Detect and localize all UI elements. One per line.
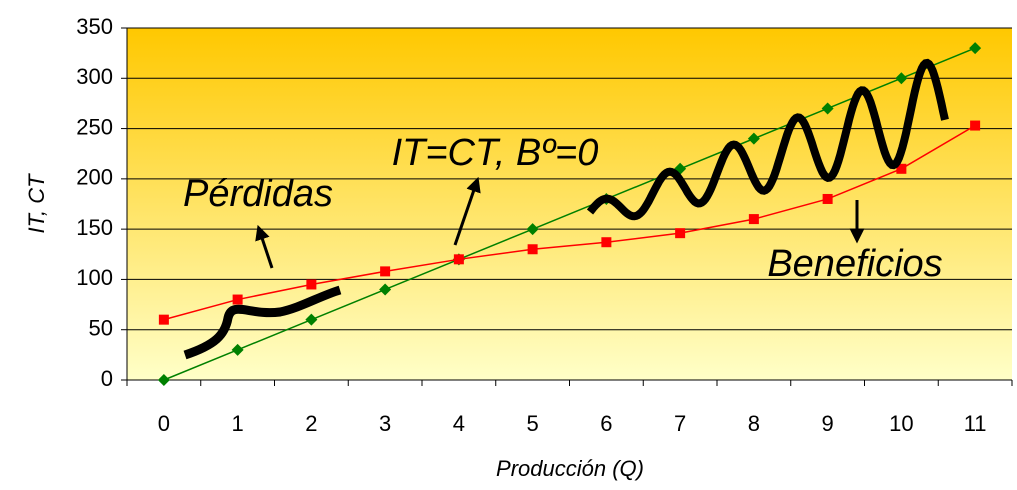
point: [306, 279, 316, 289]
x-axis-label: Producción (Q): [496, 456, 644, 481]
x-tick-label: 9: [822, 411, 834, 436]
x-tick-label: 8: [748, 411, 760, 436]
point: [823, 194, 833, 204]
y-tick-label: 150: [76, 215, 113, 240]
point: [601, 237, 611, 247]
x-tick-label: 1: [232, 411, 244, 436]
y-axis-label: IT, CT: [24, 173, 49, 234]
point: [970, 121, 980, 131]
point: [233, 295, 243, 305]
point: [528, 244, 538, 254]
annotation: IT=CT, Bº=0: [392, 132, 599, 174]
point: [454, 254, 464, 264]
y-tick-label: 350: [76, 14, 113, 39]
y-tick-label: 200: [76, 165, 113, 190]
x-tick-label: 11: [964, 411, 987, 436]
x-tick-label: 2: [305, 411, 317, 436]
point: [159, 315, 169, 325]
y-tick-label: 100: [76, 265, 113, 290]
x-tick-label: 0: [158, 411, 170, 436]
point: [749, 214, 759, 224]
annotation: Beneficios: [767, 243, 942, 285]
y-tick-label: 300: [76, 64, 113, 89]
y-tick-label: 250: [76, 114, 113, 139]
point: [675, 228, 685, 238]
x-tick-label: 10: [889, 411, 913, 436]
point: [380, 266, 390, 276]
annotation: Pérdidas: [183, 173, 333, 215]
y-tick-label: 50: [89, 316, 113, 341]
x-tick-label: 6: [600, 411, 612, 436]
y-tick-label: 0: [101, 366, 113, 391]
x-tick-label: 4: [453, 411, 465, 436]
x-tick-label: 7: [674, 411, 686, 436]
chart: Pérdidas IT=CT, Bº=0 Beneficios IT, CT P…: [0, 0, 1017, 490]
x-tick-label: 5: [527, 411, 539, 436]
x-tick-label: 3: [379, 411, 391, 436]
